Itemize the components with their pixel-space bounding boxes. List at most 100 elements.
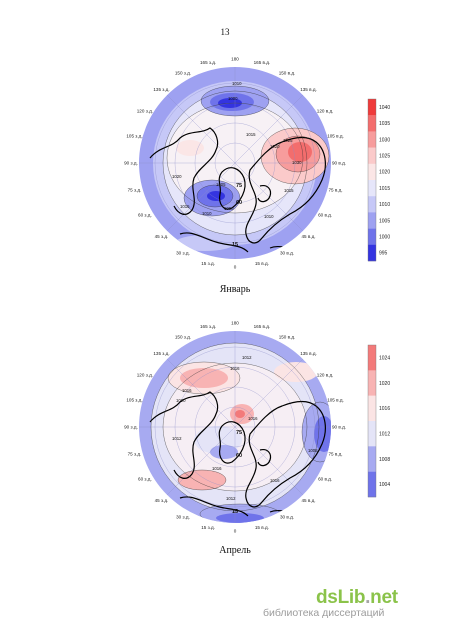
longitude-label: 0 (234, 529, 237, 534)
isobar-label: 1020 (270, 144, 280, 149)
page-number: 13 (220, 27, 230, 37)
figure-caption: Апрель (219, 545, 251, 556)
isobar-label: 1000 (224, 206, 234, 211)
longitude-label: 135 з.д. (153, 351, 169, 356)
colorbar-swatch (368, 228, 376, 245)
isobar-label: 1015 (180, 204, 190, 209)
isobar-label: 1025 (283, 138, 293, 143)
isobar-label: 1000 (228, 96, 238, 101)
latitude-label: 60 (236, 200, 242, 206)
longitude-label: 150 в.д. (279, 71, 296, 76)
colorbar-swatch (368, 99, 376, 116)
colorbar-tick-label: 1004 (379, 482, 390, 488)
isobar-label: 1012 (226, 496, 236, 501)
colorbar-tick-label: 1005 (379, 218, 390, 224)
colorbar-tick-label: 1024 (379, 356, 390, 362)
colorbar-swatch (368, 212, 376, 229)
longitude-label: 75 з.д. (128, 188, 142, 193)
colorbar-swatch (368, 471, 376, 498)
longitude-label: 60 в.д. (318, 477, 332, 482)
colorbar-tick-label: 1015 (379, 186, 390, 192)
longitude-label: 135 в.д. (300, 87, 317, 92)
longitude-label: 105 з.д. (126, 398, 142, 403)
longitude-label: 75 з.д. (128, 452, 142, 457)
isobar-label: 1016 (230, 366, 240, 371)
longitude-label: 15 в.д. (255, 525, 269, 530)
isobar-label: 1012 (172, 436, 182, 441)
latitude-labels: 75 60 15 (232, 430, 242, 515)
longitude-label: 15 з.д. (201, 261, 215, 266)
graticule (139, 67, 331, 259)
longitude-label: 180 (231, 321, 239, 326)
latitude-labels: 75 60 15 (232, 183, 242, 248)
longitude-label: 105 в.д. (327, 134, 344, 139)
polar-pressure-map-april: 1012 1016 1016 1020 1012 1016 1008 1016 … (124, 321, 346, 534)
colorbar-swatch (368, 131, 376, 148)
longitude-label: 165 в.д. (254, 60, 271, 65)
isobar-label: 1010 (264, 214, 274, 219)
longitude-label: 150 з.д. (175, 71, 191, 76)
longitude-label: 150 в.д. (279, 335, 296, 340)
longitude-label: 30 в.д. (280, 251, 294, 256)
colorbar-tick-label: 1012 (379, 432, 390, 438)
colorbar-tick-label: 1020 (379, 170, 390, 176)
colorbar-tick-label: 1008 (379, 457, 390, 463)
colorbar-tick-label: 1035 (379, 121, 390, 127)
longitude-label: 30 в.д. (280, 515, 294, 520)
colorbar-tick-label: 1020 (379, 381, 390, 387)
longitude-label: 60 в.д. (318, 213, 332, 218)
isobar-labels: 1012 1016 1016 1020 1012 1016 1008 1016 … (172, 355, 318, 501)
isobar-label: 1016 (248, 416, 258, 421)
isobar-label: 1015 (284, 188, 294, 193)
longitude-labels: 180 165 в.д. 150 в.д. 135 в.д. 120 в.д. 105 в… (124, 321, 346, 534)
isobar-label: 1008 (308, 448, 318, 453)
longitude-label: 75 в.д. (328, 452, 342, 457)
isobar-label: 1020 (176, 398, 186, 403)
colorbar-tick-label: 1016 (379, 406, 390, 412)
longitude-labels: 180 165 в.д. 150 в.д. 135 в.д. 120 в.д. 105 в… (124, 57, 346, 270)
longitude-label: 60 з.д. (138, 477, 152, 482)
longitude-label: 0 (234, 265, 237, 270)
colorbar-swatch (368, 446, 376, 472)
longitude-label: 15 з.д. (201, 525, 215, 530)
longitude-label: 45 в.д. (301, 498, 315, 503)
watermark-subtitle: библиотека диссертаций (263, 607, 385, 619)
latitude-label: 15 (232, 509, 238, 515)
colorbar-swatch (368, 244, 376, 262)
longitude-label: 60 з.д. (138, 213, 152, 218)
longitude-label: 30 з.д. (176, 515, 190, 520)
isobar-label: 1005 (216, 182, 226, 187)
colorbar-tick-label: 1040 (379, 105, 390, 111)
isobar-label: 1016 (182, 388, 192, 393)
colorbar-swatch (368, 180, 376, 197)
colorbar-january: 1040 1035 1030 1025 1020 1015 1010 1005 1000 995 (367, 98, 390, 262)
latitude-label: 75 (236, 430, 242, 436)
longitude-label: 30 з.д. (176, 251, 190, 256)
isobar-label: 1012 (242, 355, 252, 360)
longitude-label: 120 з.д. (137, 373, 153, 378)
figure-caption: Январь (219, 284, 251, 295)
longitude-label: 105 з.д. (126, 134, 142, 139)
isobars (150, 342, 331, 523)
colorbar-swatch (368, 345, 376, 371)
latitude-label: 75 (236, 183, 242, 189)
longitude-label: 45 в.д. (301, 234, 315, 239)
latitude-label: 15 (232, 242, 238, 248)
longitude-label: 165 з.д. (200, 60, 216, 65)
isobar-labels: 1010 1015 1020 1025 1030 1015 1010 1005 … (172, 81, 302, 219)
longitude-label: 90 в.д. (332, 425, 346, 430)
colorbar-swatch (368, 115, 376, 132)
colorbar-tick-label: 995 (379, 251, 388, 257)
colorbar-swatch (368, 421, 376, 447)
longitude-label: 120 з.д. (137, 109, 153, 114)
longitude-label: 165 з.д. (200, 324, 216, 329)
longitude-label: 105 в.д. (327, 398, 344, 403)
longitude-label: 180 (231, 57, 239, 62)
isobar-label: 1010 (202, 211, 212, 216)
colorbar-frame (367, 98, 377, 262)
longitude-label: 150 з.д. (175, 335, 191, 340)
colorbar-swatch (368, 370, 376, 396)
latitude-label: 60 (236, 453, 242, 459)
colorbar-swatch (368, 196, 376, 213)
longitude-label: 165 в.д. (254, 324, 271, 329)
